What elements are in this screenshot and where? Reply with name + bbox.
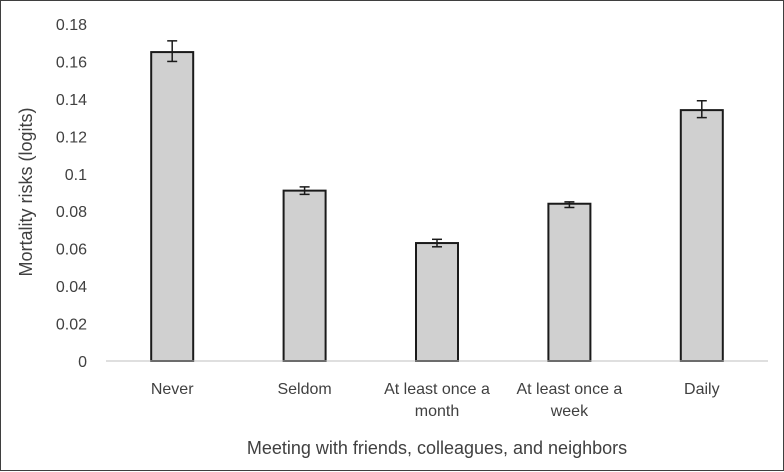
y-tick-label: 0: [78, 354, 87, 371]
x-category-label: Daily: [684, 381, 720, 398]
y-tick-label: 0.18: [56, 17, 87, 34]
x-axis-title: Meeting with friends, colleagues, and ne…: [247, 438, 627, 458]
y-tick-label: 0.16: [56, 54, 87, 71]
bar: [547, 202, 592, 362]
bar: [282, 189, 327, 362]
y-tick-label: 0.14: [56, 92, 87, 109]
x-category-label: At least once a: [516, 381, 622, 398]
y-tick-label: 0.04: [56, 279, 87, 296]
y-tick-label: 0.1: [65, 167, 87, 184]
error-bars-group: [167, 40, 707, 248]
bar: [679, 109, 724, 362]
y-tick-label: 0.12: [56, 129, 87, 146]
y-axis-tick-labels: 0 0.02 0.04 0.06 0.08 0.1 0.12 0.14 0.16 0.18: [56, 17, 87, 371]
x-category-label: Never: [151, 381, 194, 398]
y-tick-label: 0.08: [56, 204, 87, 221]
x-category-label: month: [415, 403, 459, 420]
y-tick-label: 0.06: [56, 242, 87, 259]
x-category-label: At least once a: [384, 381, 490, 398]
y-tick-label: 0.02: [56, 317, 87, 334]
x-axis-category-labels: Never Seldom At least once a month At least …: [151, 381, 720, 420]
y-axis-title: Mortality risks (logits): [16, 107, 36, 276]
x-category-label: week: [550, 403, 589, 420]
bar: [415, 242, 459, 362]
bars-group: [150, 51, 724, 362]
x-category-label: Seldom: [277, 381, 331, 398]
bar: [150, 51, 195, 362]
